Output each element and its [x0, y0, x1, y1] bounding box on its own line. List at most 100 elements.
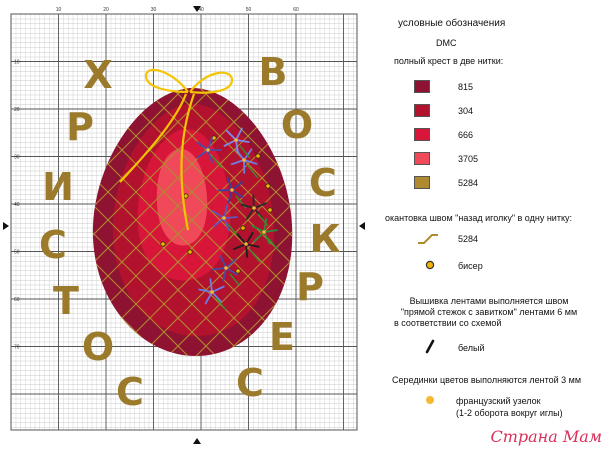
top-ruler-label: 50: [246, 7, 252, 13]
side-ruler-label: 60: [14, 297, 20, 303]
swatch-304: [414, 104, 430, 117]
ribbon-petal: [243, 159, 258, 165]
ribbon-petal: [246, 207, 255, 220]
right-letters: ВОСКРЕСЕ: [236, 50, 340, 405]
side-ruler-label: 20: [14, 107, 20, 113]
legend-brand: DMC: [436, 38, 457, 48]
letter: С: [39, 223, 67, 267]
ribbon-leaf: [229, 273, 241, 287]
ribbon-petal: [235, 139, 239, 154]
lattice-line: [143, 87, 293, 356]
bead-icon: [425, 260, 435, 270]
letter: Х: [83, 53, 112, 97]
ribbon-petal: [225, 129, 237, 141]
knot-label: французский узелок: [456, 396, 541, 406]
ribbon-flowers: [196, 127, 279, 311]
french-knot: [242, 158, 246, 162]
ribbon-petal: [245, 243, 249, 258]
side-ruler-label: 40: [14, 202, 20, 208]
swatch-code-666: 666: [458, 130, 474, 140]
ribbon-petal: [211, 285, 225, 293]
ribbon-petal: [233, 243, 247, 250]
ribbon-petal: [227, 189, 233, 204]
lattice-line: [92, 87, 293, 356]
ribbon-note-3: в соответствии со схемой: [394, 318, 502, 328]
ribbon-petal: [236, 233, 247, 245]
bead: [160, 241, 166, 247]
bead-label: бисер: [458, 261, 483, 271]
ribbon-petal: [225, 258, 237, 269]
lattice-line: [171, 87, 293, 356]
lattice-line: [199, 87, 293, 356]
swatch-815: [414, 80, 430, 93]
ribbon-petal: [219, 255, 227, 269]
french-knot: [252, 206, 256, 210]
bead: [183, 193, 189, 199]
letter: О: [82, 325, 114, 369]
ribbon-leaf: [267, 237, 279, 251]
lattice-line: [92, 87, 293, 356]
ribbon-petal: [245, 243, 260, 248]
backstitch-symbol: [418, 234, 438, 244]
watermark: Страна Мам: [490, 427, 602, 446]
side-ruler-label: 70: [14, 345, 20, 351]
lattice-line: [92, 87, 185, 356]
letter: С: [309, 161, 337, 205]
center-arrow-left: [3, 222, 9, 230]
ribbon-petal: [213, 217, 225, 228]
ribbon-leaf: [215, 297, 227, 311]
top-ruler-label: 60: [293, 7, 299, 13]
bead: [255, 153, 261, 159]
ribbon-petal: [223, 217, 230, 231]
ribbon-leaf: [249, 249, 261, 263]
center-arrow-bottom: [193, 438, 201, 444]
top-ruler-label: 40: [198, 7, 204, 13]
french-knot: [262, 230, 266, 234]
top-ruler: 10 20 30 40 50 60: [56, 7, 299, 13]
letter: О: [281, 103, 313, 147]
ribbon-petal: [252, 194, 255, 209]
ribbon-petal: [240, 203, 255, 209]
ribbon-petal: [223, 204, 229, 219]
ribbon-petal: [231, 181, 244, 191]
side-ruler: 10 20 30 40 50 60 70: [14, 60, 20, 351]
ribbon-petal: [225, 267, 239, 276]
ribbon-leaf: [239, 145, 251, 159]
french-knot: [206, 148, 210, 152]
top-ruler-label: 30: [151, 7, 157, 13]
ribbon-petal: [212, 210, 225, 219]
lattice-line: [92, 87, 269, 356]
bead: [265, 183, 271, 189]
grid-border: [10, 13, 358, 431]
ribbon-leaf: [247, 165, 259, 179]
side-ruler-label: 50: [14, 250, 20, 256]
french-knot: [230, 188, 234, 192]
ribbon-petal: [196, 149, 209, 159]
backstitch-code: 5284: [458, 234, 479, 244]
top-ruler-label: 10: [56, 7, 62, 13]
swatch-code-815: 815: [458, 82, 474, 92]
gold-bow: [119, 68, 234, 231]
ribbon-petal: [263, 231, 271, 245]
lattice-line: [92, 87, 213, 356]
ribbon-petal: [211, 291, 222, 303]
ribbon-petal: [230, 159, 245, 166]
ribbon-petal: [235, 139, 250, 143]
ribbon-petal: [253, 231, 265, 242]
ribbon-petal: [235, 127, 243, 141]
lattice-line: [143, 87, 293, 356]
bead: [187, 249, 193, 255]
center-arrow-right: [359, 222, 365, 230]
letter: Т: [53, 279, 79, 323]
ribbon-note-2: "прямой стежок с завитком" лентами 6 мм: [400, 307, 578, 317]
ribbon-leaf: [227, 223, 239, 237]
ribbon-note-1: Вышивка лентами выполняется швом: [409, 296, 569, 306]
french-knot-icon: [426, 396, 434, 404]
center-arrow-top: [193, 6, 201, 12]
legend-title: условные обозначения: [398, 18, 506, 29]
letter: В: [259, 50, 288, 94]
letter: Е: [269, 315, 295, 359]
french-knot: [224, 266, 228, 270]
ribbon-petal: [223, 139, 237, 147]
